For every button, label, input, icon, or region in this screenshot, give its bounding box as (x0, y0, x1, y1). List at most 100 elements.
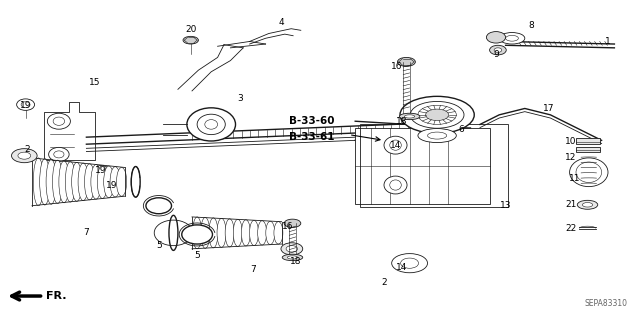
Ellipse shape (390, 180, 401, 190)
Bar (355, 128, 490, 204)
Text: 3: 3 (237, 94, 243, 103)
Text: 5: 5 (156, 241, 161, 250)
Ellipse shape (576, 162, 602, 182)
Text: FR.: FR. (46, 291, 67, 301)
Ellipse shape (499, 33, 525, 44)
Text: 18: 18 (290, 257, 301, 266)
Ellipse shape (182, 225, 212, 244)
Ellipse shape (52, 160, 63, 204)
Ellipse shape (284, 219, 301, 227)
Text: 22: 22 (565, 224, 577, 233)
Ellipse shape (399, 113, 420, 120)
Ellipse shape (33, 158, 44, 206)
Ellipse shape (401, 258, 419, 268)
Ellipse shape (494, 48, 502, 52)
Ellipse shape (410, 101, 464, 128)
Ellipse shape (266, 221, 275, 244)
Ellipse shape (97, 165, 108, 198)
Text: 13: 13 (500, 201, 511, 210)
Text: B-33-61: B-33-61 (289, 132, 335, 142)
Ellipse shape (225, 219, 234, 247)
Text: 12: 12 (565, 153, 577, 162)
Ellipse shape (201, 218, 210, 248)
Ellipse shape (12, 149, 37, 163)
Text: 20: 20 (185, 25, 196, 34)
Ellipse shape (183, 36, 198, 44)
Text: 7: 7 (84, 228, 89, 237)
Text: 17: 17 (543, 104, 555, 113)
Ellipse shape (234, 219, 243, 247)
Bar (576, 138, 600, 144)
Text: 19: 19 (106, 181, 118, 189)
Ellipse shape (241, 220, 250, 246)
Ellipse shape (93, 166, 109, 176)
Ellipse shape (106, 178, 122, 189)
Text: 5: 5 (195, 251, 200, 260)
Text: 16: 16 (391, 63, 403, 71)
Ellipse shape (570, 158, 608, 187)
Ellipse shape (21, 102, 30, 108)
Text: 18: 18 (396, 117, 407, 126)
Ellipse shape (400, 96, 474, 133)
Ellipse shape (17, 99, 35, 110)
Text: 4: 4 (279, 18, 284, 27)
Text: 14: 14 (396, 263, 407, 272)
Text: 2: 2 (24, 145, 29, 154)
Ellipse shape (110, 167, 120, 197)
Text: 10: 10 (565, 137, 577, 146)
Ellipse shape (258, 221, 267, 245)
Bar (576, 147, 600, 152)
Ellipse shape (197, 114, 225, 135)
Ellipse shape (418, 129, 456, 143)
Text: 21: 21 (565, 200, 577, 209)
Ellipse shape (59, 161, 69, 203)
Ellipse shape (281, 243, 303, 255)
Ellipse shape (84, 164, 95, 200)
Text: 15: 15 (89, 78, 100, 87)
Ellipse shape (418, 105, 456, 124)
Ellipse shape (169, 215, 178, 250)
Text: 6: 6 (458, 125, 463, 134)
Ellipse shape (131, 167, 140, 197)
Ellipse shape (287, 256, 298, 259)
Ellipse shape (91, 165, 101, 199)
Text: 19: 19 (20, 101, 31, 110)
Ellipse shape (274, 222, 283, 244)
Ellipse shape (65, 162, 76, 202)
Ellipse shape (390, 140, 401, 150)
Ellipse shape (282, 254, 303, 261)
Ellipse shape (486, 32, 506, 43)
Ellipse shape (53, 117, 65, 125)
Ellipse shape (193, 217, 202, 249)
Ellipse shape (18, 152, 31, 159)
Ellipse shape (146, 198, 172, 214)
Text: SEPA83310: SEPA83310 (584, 299, 627, 308)
Ellipse shape (428, 132, 447, 139)
Bar (360, 124, 508, 207)
Text: B-33-60: B-33-60 (289, 116, 335, 126)
Ellipse shape (40, 159, 50, 205)
Ellipse shape (54, 151, 64, 158)
Text: 19: 19 (95, 166, 107, 175)
Ellipse shape (490, 45, 506, 55)
Text: 7: 7 (250, 265, 255, 274)
Ellipse shape (46, 160, 56, 204)
Ellipse shape (397, 57, 415, 66)
Text: 11: 11 (569, 174, 580, 183)
Ellipse shape (217, 218, 226, 248)
Ellipse shape (384, 136, 407, 154)
Ellipse shape (187, 108, 236, 141)
Ellipse shape (404, 115, 415, 118)
Ellipse shape (47, 113, 70, 129)
Ellipse shape (78, 163, 88, 201)
Ellipse shape (209, 218, 218, 248)
Ellipse shape (577, 200, 598, 209)
Ellipse shape (506, 35, 518, 41)
Ellipse shape (250, 220, 259, 246)
Ellipse shape (384, 176, 407, 194)
Text: 14: 14 (390, 141, 401, 150)
Ellipse shape (49, 147, 69, 161)
Ellipse shape (426, 109, 449, 121)
Ellipse shape (116, 167, 127, 196)
Text: 2: 2 (381, 278, 387, 287)
